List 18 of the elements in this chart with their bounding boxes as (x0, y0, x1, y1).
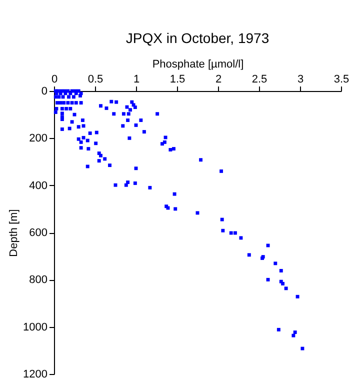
y-tick-label: 0 (41, 86, 48, 98)
x-axis-title: Phosphate [µmol/l] (152, 58, 244, 70)
y-axis-title: Depth [m] (8, 209, 20, 257)
x-tick-label: 0 (51, 74, 58, 86)
x-tick-label: 2 (215, 74, 222, 86)
y-tick-label: 1200 (23, 368, 48, 380)
x-tick-label: 1.5 (170, 74, 186, 86)
x-tick-label: 3 (297, 74, 304, 86)
x-tick-label: 0.5 (88, 74, 104, 86)
y-tick-label: 600 (29, 227, 48, 239)
y-tick-label: 400 (29, 180, 48, 192)
chart-title: JPQX in October, 1973 (126, 30, 270, 46)
x-tick-label: 3.5 (334, 74, 350, 86)
x-tick-label: 1 (133, 74, 140, 86)
y-tick-label: 200 (29, 132, 48, 145)
x-tick-label: 2.5 (252, 74, 268, 86)
y-tick-label: 1000 (23, 321, 48, 334)
y-tick-label: 800 (29, 274, 48, 286)
